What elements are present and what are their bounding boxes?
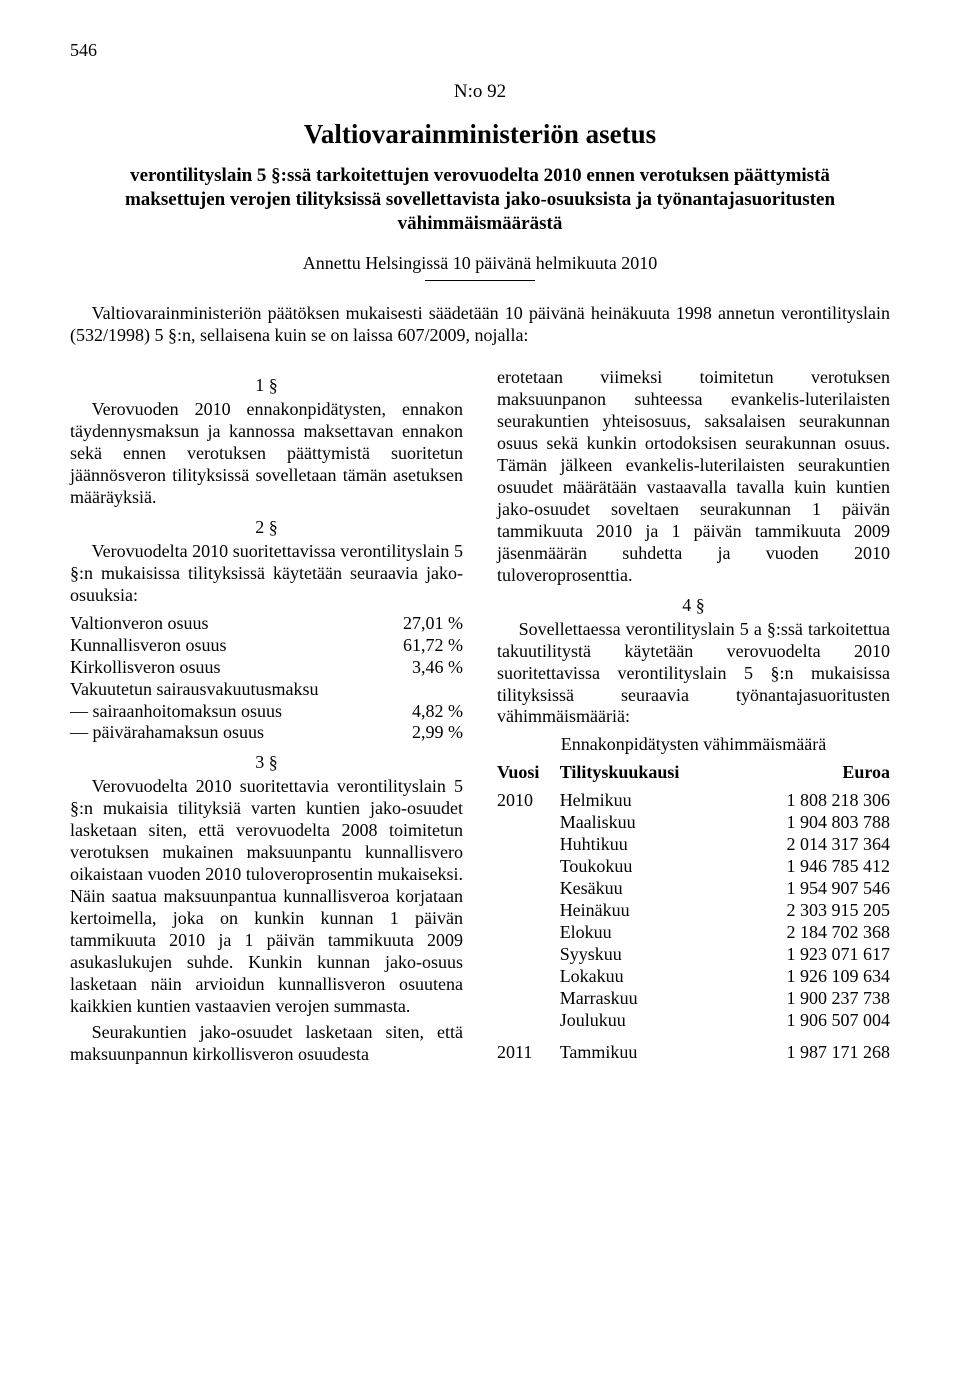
cell-year: [497, 944, 560, 966]
given-line: Annettu Helsingissä 10 päivänä helmikuut…: [70, 253, 890, 274]
table-header-row: Vuosi Tilityskuukausi Euroa: [497, 762, 890, 790]
section-1-text: Verovuoden 2010 ennakonpidätysten, ennak…: [70, 399, 463, 509]
shares-table: Valtionveron osuus 27,01 % Kunnallisvero…: [70, 613, 463, 745]
share-label: Vakuutetun sairausvakuutusmaksu: [70, 679, 463, 701]
section-3-number: 3 §: [70, 752, 463, 774]
cell-amount: 1 808 218 306: [737, 790, 890, 812]
table-row: Kirkollisveron osuus 3,46 %: [70, 657, 463, 679]
cell-year: [497, 812, 560, 834]
preamble-text: Valtiovarainministeriön päätöksen mukais…: [70, 303, 890, 347]
share-value: 2,99 %: [376, 722, 463, 744]
document-number: N:o 92: [70, 81, 890, 103]
section-4-number: 4 §: [497, 595, 890, 617]
cell-month: Kesäkuu: [560, 878, 737, 900]
cell-month: Lokakuu: [560, 966, 737, 988]
cell-year: [497, 1010, 560, 1032]
table-row: Marraskuu 1 900 237 738: [497, 988, 890, 1010]
cell-amount: 1 900 237 738: [737, 988, 890, 1010]
share-label: — sairaanhoitomaksun osuus: [70, 701, 376, 723]
share-label: Kunnallisveron osuus: [70, 635, 376, 657]
cell-amount: 2 184 702 368: [737, 922, 890, 944]
document-page: 546 N:o 92 Valtiovarainministeriön asetu…: [0, 0, 960, 1110]
cell-amount: 1 987 171 268: [737, 1042, 890, 1064]
cell-amount: 1 904 803 788: [737, 812, 890, 834]
cell-month: Syyskuu: [560, 944, 737, 966]
table-row: Heinäkuu 2 303 915 205: [497, 900, 890, 922]
cell-year: [497, 922, 560, 944]
cell-month: Toukokuu: [560, 856, 737, 878]
table-row: — sairaanhoitomaksun osuus 4,82 %: [70, 701, 463, 723]
cell-year: [497, 988, 560, 1010]
cell-year: [497, 856, 560, 878]
col-amount: Euroa: [737, 762, 890, 790]
share-value: 4,82 %: [376, 701, 463, 723]
cell-amount: 2 303 915 205: [737, 900, 890, 922]
cell-year: 2010: [497, 790, 560, 812]
share-label: Kirkollisveron osuus: [70, 657, 376, 679]
section-2-text: Verovuodelta 2010 suoritettavissa veront…: [70, 541, 463, 607]
section-3-text: Verovuodelta 2010 suoritettavia verontil…: [70, 776, 463, 1017]
table-row: — päivärahamaksun osuus 2,99 %: [70, 722, 463, 744]
cell-amount: 1 954 907 546: [737, 878, 890, 900]
table-row: Maaliskuu 1 904 803 788: [497, 812, 890, 834]
cell-year: 2011: [497, 1042, 560, 1064]
section-3-continuation: erotetaan viimeksi toimitetun verotuksen…: [497, 367, 890, 587]
share-label: — päivärahamaksun osuus: [70, 722, 376, 744]
cell-month: Maaliskuu: [560, 812, 737, 834]
table-row: Elokuu 2 184 702 368: [497, 922, 890, 944]
share-value: 27,01 %: [376, 613, 463, 635]
col-month: Tilityskuukausi: [560, 762, 737, 790]
cell-month: Huhtikuu: [560, 834, 737, 856]
cell-year: [497, 834, 560, 856]
cell-month: Elokuu: [560, 922, 737, 944]
table-row: Huhtikuu 2 014 317 364: [497, 834, 890, 856]
cell-month: Helmikuu: [560, 790, 737, 812]
cell-year: [497, 966, 560, 988]
cell-amount: 2 014 317 364: [737, 834, 890, 856]
cell-amount: 1 923 071 617: [737, 944, 890, 966]
left-column: 1 § Verovuoden 2010 ennakonpidätysten, e…: [70, 367, 463, 1070]
cell-year: [497, 900, 560, 922]
table-row: 2011 Tammikuu 1 987 171 268: [497, 1042, 890, 1064]
page-number: 546: [70, 40, 890, 61]
table-row: Vakuutetun sairausvakuutusmaksu: [70, 679, 463, 701]
share-value: 61,72 %: [376, 635, 463, 657]
right-column: erotetaan viimeksi toimitetun verotuksen…: [497, 367, 890, 1070]
table-row: Syyskuu 1 923 071 617: [497, 944, 890, 966]
table-row: 2010 Helmikuu 1 808 218 306: [497, 790, 890, 812]
cell-month: Marraskuu: [560, 988, 737, 1010]
section-2-number: 2 §: [70, 517, 463, 539]
cell-month: Joulukuu: [560, 1010, 737, 1032]
cell-amount: 1 906 507 004: [737, 1010, 890, 1032]
document-title: verontilityslain 5 §:ssä tarkoitettujen …: [100, 164, 860, 235]
min-amounts-table: Vuosi Tilityskuukausi Euroa 2010 Helmiku…: [497, 762, 890, 1063]
cell-amount: 1 946 785 412: [737, 856, 890, 878]
two-column-body: 1 § Verovuoden 2010 ennakonpidätysten, e…: [70, 367, 890, 1070]
spacer-row: [497, 1032, 890, 1042]
share-label: Valtionveron osuus: [70, 613, 376, 635]
section-1-number: 1 §: [70, 375, 463, 397]
col-year: Vuosi: [497, 762, 560, 790]
cell-year: [497, 878, 560, 900]
table-row: Kunnallisveron osuus 61,72 %: [70, 635, 463, 657]
issuing-authority: Valtiovarainministeriön asetus: [70, 119, 890, 150]
table-row: Lokakuu 1 926 109 634: [497, 966, 890, 988]
table-row: Joulukuu 1 906 507 004: [497, 1010, 890, 1032]
table-row: Kesäkuu 1 954 907 546: [497, 878, 890, 900]
section-4-text: Sovellettaessa verontilityslain 5 a §:ss…: [497, 619, 890, 729]
cell-amount: 1 926 109 634: [737, 966, 890, 988]
given-underline: [425, 280, 535, 281]
min-amounts-header: Ennakonpidätysten vähimmäismäärä: [497, 734, 890, 756]
share-value: 3,46 %: [376, 657, 463, 679]
section-3-text-2: Seurakuntien jako-osuudet lasketaan site…: [70, 1022, 463, 1066]
cell-month: Tammikuu: [560, 1042, 737, 1064]
table-row: Valtionveron osuus 27,01 %: [70, 613, 463, 635]
table-row: Toukokuu 1 946 785 412: [497, 856, 890, 878]
cell-month: Heinäkuu: [560, 900, 737, 922]
